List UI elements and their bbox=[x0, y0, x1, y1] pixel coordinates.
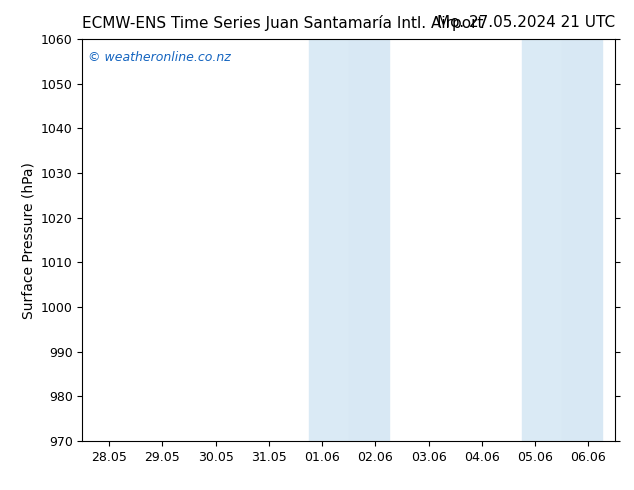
Bar bbox=[522, 39, 562, 441]
Text: ECMW-ENS Time Series Juan Santamaría Intl. Airport: ECMW-ENS Time Series Juan Santamaría Int… bbox=[82, 15, 484, 31]
Bar bbox=[562, 39, 602, 441]
Text: Mo. 27.05.2024 21 UTC: Mo. 27.05.2024 21 UTC bbox=[437, 15, 615, 30]
Y-axis label: Surface Pressure (hPa): Surface Pressure (hPa) bbox=[22, 162, 36, 318]
Text: © weatheronline.co.nz: © weatheronline.co.nz bbox=[87, 51, 231, 64]
Bar bbox=[349, 39, 389, 441]
Bar bbox=[309, 39, 349, 441]
